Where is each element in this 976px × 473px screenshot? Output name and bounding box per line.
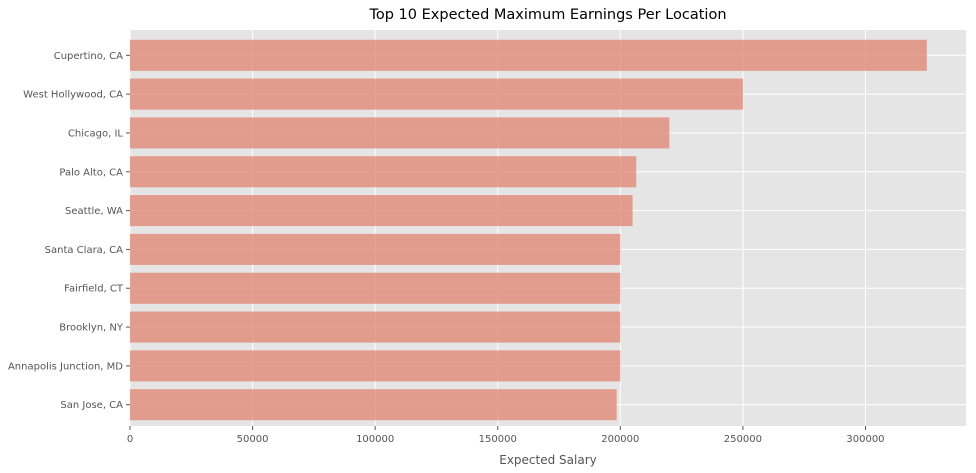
y-tick-label: Palo Alto, CA bbox=[59, 167, 123, 178]
bar bbox=[130, 233, 621, 265]
x-tick-label: 250000 bbox=[724, 434, 762, 445]
y-tick-label: Chicago, IL bbox=[68, 128, 123, 139]
y-tick-label: Annapolis Junction, MD bbox=[8, 361, 123, 372]
bar bbox=[130, 272, 621, 304]
bar bbox=[130, 156, 637, 188]
bar bbox=[130, 350, 621, 382]
x-tick-label: 300000 bbox=[846, 434, 884, 445]
x-tick-label: 100000 bbox=[356, 434, 394, 445]
bar bbox=[130, 39, 927, 71]
y-tick-label: West Hollywood, CA bbox=[23, 90, 123, 101]
bar bbox=[130, 195, 633, 227]
y-tick-label: Cupertino, CA bbox=[54, 51, 123, 62]
x-axis-label: Expected Salary bbox=[499, 453, 597, 467]
bar bbox=[130, 311, 621, 343]
x-tick-label: 50000 bbox=[237, 434, 269, 445]
bars bbox=[130, 39, 927, 421]
y-tick-label: Santa Clara, CA bbox=[45, 245, 124, 256]
x-axis: 0 50000 100000 150000 200000 250000 300000 bbox=[127, 426, 885, 445]
y-tick-label: Fairfield, CT bbox=[64, 284, 124, 295]
y-tick-label: Brooklyn, NY bbox=[59, 323, 124, 334]
bar bbox=[130, 78, 743, 110]
y-tick-label: San Jose, CA bbox=[60, 400, 123, 411]
bar bbox=[130, 117, 670, 149]
y-axis: Cupertino, CA West Hollywood, CA Chicago, … bbox=[8, 51, 130, 411]
bar bbox=[130, 389, 617, 421]
y-tick-label: Seattle, WA bbox=[65, 206, 123, 217]
chart-title: Top 10 Expected Maximum Earnings Per Loc… bbox=[368, 7, 726, 23]
x-tick-label: 150000 bbox=[479, 434, 517, 445]
x-tick-label: 0 bbox=[127, 434, 133, 445]
x-tick-label: 200000 bbox=[601, 434, 639, 445]
